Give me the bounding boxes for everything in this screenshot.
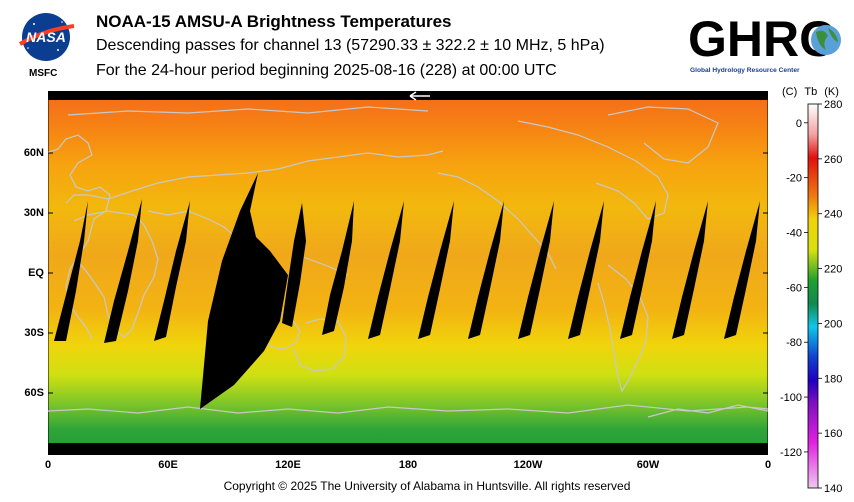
colorbar-celsius-label: -20: [786, 173, 802, 185]
colorbar-kelvin-label: 180: [824, 373, 842, 385]
colorbar-kelvin-label: 160: [824, 428, 842, 440]
left-arrow-icon: [409, 91, 430, 101]
lon-label-120w: 120W: [513, 459, 543, 471]
colorbar-kelvin-label: 200: [824, 318, 842, 330]
colorbar-label-tb: Tb: [804, 86, 818, 98]
map-ticks: [48, 152, 768, 455]
colorbar-kelvin-label: 240: [824, 209, 842, 221]
page-title: NOAA-15 AMSU-A Brightness Temperatures: [96, 12, 452, 31]
lon-label-0-left: 0: [44, 459, 52, 471]
lon-label-60e: 60E: [158, 459, 178, 471]
colorbar-celsius-label: -120: [780, 447, 802, 459]
nasa-logo: NASA: [18, 13, 75, 61]
colorbar-celsius-label: -80: [786, 337, 802, 349]
ghrc-wordmark: GHRC: [688, 11, 835, 67]
swath-gaps: [54, 173, 760, 409]
lat-label-30s: 30S: [24, 327, 44, 339]
copyright-notice: Copyright © 2025 The University of Alaba…: [223, 479, 631, 493]
colorbar: 0-20-40-60-80-100-120-140 28026024022020…: [780, 99, 842, 495]
colorbar-header: (C) Tb (K): [782, 86, 839, 98]
colorbar-kelvin-label: 140: [824, 483, 842, 495]
brightness-temperature-map: [48, 91, 768, 455]
ghrc-logo: GHRC Global Hydrology Resource Center: [688, 11, 841, 74]
ghrc-subtitle: Global Hydrology Resource Center: [690, 67, 800, 74]
lat-label-eq: EQ: [28, 267, 44, 279]
lat-label-60n: 60N: [23, 147, 44, 159]
colorbar-kelvin-label: 260: [824, 154, 842, 166]
colorbar-kelvin-label: 220: [824, 264, 842, 276]
colorbar-celsius-label: -60: [786, 282, 802, 294]
lon-label-60w: 60W: [636, 459, 660, 471]
colorbar-celsius-label: 0: [796, 118, 802, 130]
period-label: For the 24-hour period beginning 2025-08…: [96, 62, 557, 79]
colorbar-kelvin-label: 280: [824, 99, 842, 111]
colorbar-celsius-label: -100: [780, 392, 802, 404]
colorbar-celsius-label: -40: [786, 228, 802, 240]
lat-label-60s: 60S: [24, 387, 44, 399]
lon-label-0-right: 0: [764, 459, 772, 471]
nasa-wordmark: NASA: [26, 29, 66, 45]
msfc-label: MSFC: [29, 68, 58, 79]
lon-label-180: 180: [398, 459, 418, 471]
colorbar-unit-kelvin: (K): [824, 86, 839, 98]
lat-label-30n: 30N: [23, 207, 44, 219]
lon-label-120e: 120E: [275, 459, 301, 471]
colorbar-unit-celsius: (C): [782, 86, 798, 98]
subtitle: Descending passes for channel 13 (57290.…: [96, 37, 605, 54]
